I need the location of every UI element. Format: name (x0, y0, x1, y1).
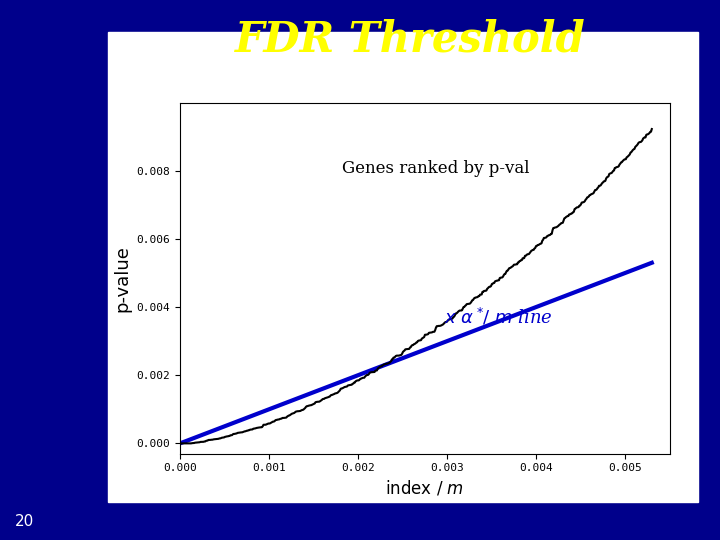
Text: 20: 20 (14, 514, 34, 529)
Text: Genes ranked by p-val: Genes ranked by p-val (341, 160, 529, 177)
Y-axis label: p-value: p-value (113, 245, 131, 312)
Text: FDR Threshold: FDR Threshold (235, 19, 586, 61)
X-axis label: index / $m$: index / $m$ (385, 479, 464, 498)
Text: $x\ \alpha^*\!/\ m$ line: $x\ \alpha^*\!/\ m$ line (444, 307, 553, 328)
